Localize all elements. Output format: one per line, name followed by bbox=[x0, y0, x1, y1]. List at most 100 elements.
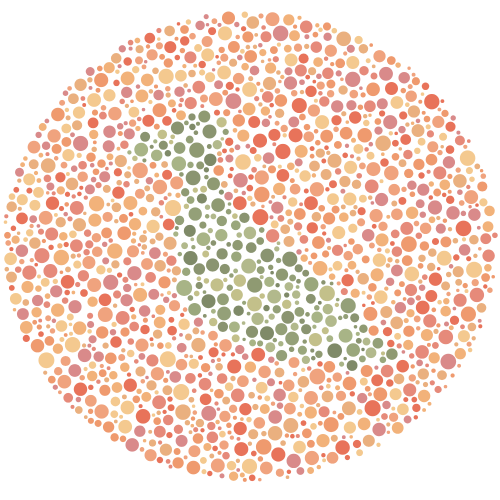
background-dot bbox=[194, 44, 203, 52]
background-dot bbox=[285, 475, 290, 479]
background-dot bbox=[407, 66, 411, 70]
background-dot bbox=[316, 81, 325, 90]
background-dot bbox=[96, 379, 101, 384]
background-dot bbox=[102, 211, 113, 222]
background-dot bbox=[343, 192, 357, 206]
background-dot bbox=[402, 297, 407, 301]
background-dot bbox=[386, 422, 391, 427]
background-dot bbox=[293, 43, 303, 52]
background-dot bbox=[325, 187, 330, 192]
figure-dot bbox=[322, 303, 334, 315]
background-dot bbox=[96, 326, 109, 339]
background-dot bbox=[210, 358, 216, 364]
background-dot bbox=[453, 254, 460, 261]
background-dot bbox=[401, 255, 413, 266]
background-dot bbox=[133, 287, 148, 302]
background-dot bbox=[349, 391, 355, 397]
background-dot bbox=[365, 58, 371, 64]
background-dot bbox=[165, 369, 170, 374]
background-dot bbox=[390, 96, 404, 109]
background-dot bbox=[133, 359, 139, 364]
figure-dot bbox=[372, 337, 384, 349]
background-dot bbox=[445, 271, 452, 278]
background-dot bbox=[491, 274, 495, 279]
figure-dot bbox=[229, 273, 234, 278]
background-dot bbox=[61, 297, 69, 304]
background-dot bbox=[119, 435, 127, 443]
background-dot bbox=[465, 167, 473, 175]
background-dot bbox=[163, 296, 170, 303]
background-dot bbox=[415, 295, 422, 301]
background-dot bbox=[118, 353, 126, 362]
background-dot bbox=[217, 426, 222, 431]
background-dot bbox=[55, 320, 68, 332]
background-dot bbox=[304, 406, 317, 419]
background-dot bbox=[312, 260, 328, 276]
background-dot bbox=[272, 142, 277, 147]
background-dot bbox=[403, 325, 415, 337]
figure-dot bbox=[276, 241, 281, 246]
background-dot bbox=[356, 449, 363, 457]
background-dot bbox=[383, 115, 398, 130]
background-dot bbox=[87, 93, 102, 107]
background-dot bbox=[155, 232, 164, 241]
figure-dot bbox=[365, 347, 377, 359]
background-dot bbox=[310, 41, 323, 53]
background-dot bbox=[28, 159, 39, 170]
background-dot bbox=[91, 109, 99, 116]
background-dot bbox=[57, 374, 72, 389]
background-dot bbox=[258, 477, 262, 482]
background-dot bbox=[135, 338, 149, 352]
background-dot bbox=[106, 267, 113, 273]
background-dot bbox=[429, 380, 435, 386]
background-dot bbox=[138, 305, 151, 317]
background-dot bbox=[191, 337, 206, 353]
background-dot bbox=[175, 192, 181, 198]
figure-dot bbox=[274, 246, 280, 252]
background-dot bbox=[326, 150, 331, 155]
background-dot bbox=[437, 107, 442, 112]
background-dot bbox=[366, 82, 380, 97]
background-dot bbox=[284, 67, 293, 76]
background-dot bbox=[180, 312, 185, 318]
background-dot bbox=[274, 120, 280, 126]
background-dot bbox=[43, 264, 58, 278]
background-dot bbox=[83, 366, 88, 372]
background-dot bbox=[341, 435, 346, 440]
figure-dot bbox=[282, 299, 292, 309]
background-dot bbox=[349, 435, 353, 439]
background-dot bbox=[192, 410, 198, 415]
background-dot bbox=[132, 395, 141, 404]
background-dot bbox=[466, 256, 472, 262]
background-dot bbox=[293, 208, 306, 220]
background-dot bbox=[479, 168, 484, 173]
background-dot bbox=[232, 415, 237, 420]
figure-dot bbox=[339, 361, 345, 367]
background-dot bbox=[87, 278, 102, 292]
background-dot bbox=[346, 100, 357, 111]
background-dot bbox=[86, 370, 98, 382]
background-dot bbox=[229, 58, 238, 67]
background-dot bbox=[68, 93, 79, 105]
background-dot bbox=[278, 79, 282, 84]
background-dot bbox=[159, 443, 173, 456]
background-dot bbox=[264, 395, 271, 402]
background-dot bbox=[269, 215, 274, 220]
background-dot bbox=[460, 306, 476, 322]
background-dot bbox=[153, 123, 160, 130]
background-dot bbox=[447, 189, 452, 194]
figure-dot bbox=[301, 324, 312, 335]
figure-dot bbox=[312, 324, 317, 329]
background-dot bbox=[440, 145, 444, 149]
background-dot bbox=[403, 383, 417, 397]
background-dot bbox=[316, 402, 321, 408]
background-dot bbox=[287, 197, 298, 207]
background-dot bbox=[111, 382, 123, 393]
background-dot bbox=[332, 372, 343, 382]
figure-dot bbox=[207, 227, 213, 234]
background-dot bbox=[157, 37, 161, 41]
figure-dot bbox=[278, 341, 284, 347]
background-dot bbox=[331, 27, 338, 34]
background-dot bbox=[152, 329, 163, 339]
background-dot bbox=[84, 394, 97, 407]
